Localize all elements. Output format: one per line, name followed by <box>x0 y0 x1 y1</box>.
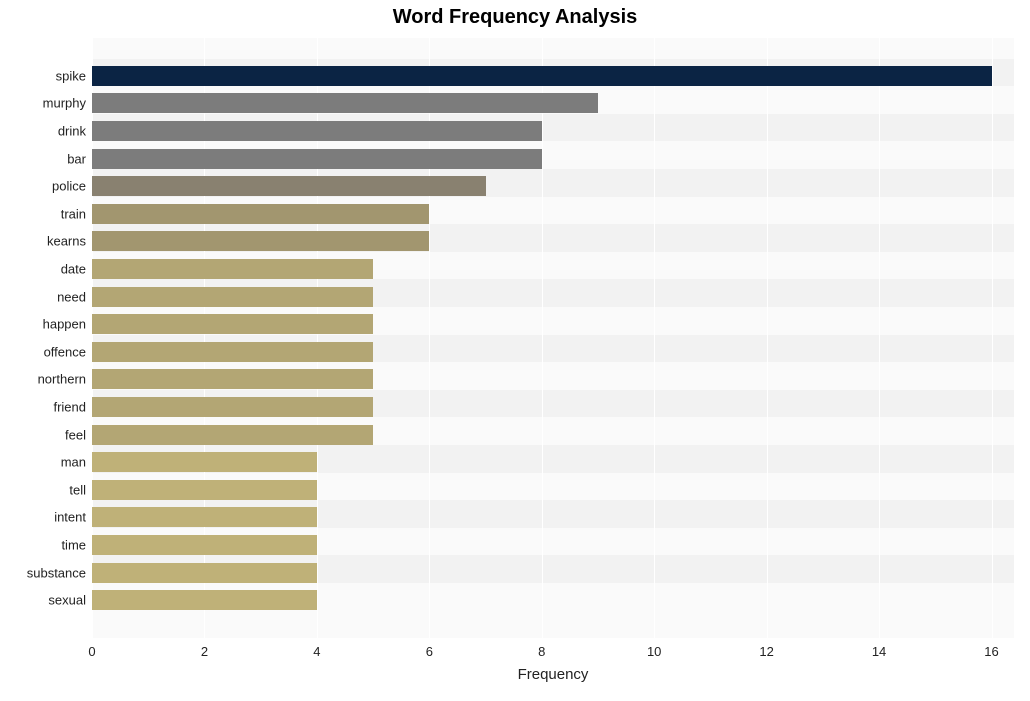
y-axis-label: happen <box>43 317 86 332</box>
bar-row <box>92 66 1014 86</box>
bar <box>92 369 373 389</box>
y-axis-label: man <box>61 455 86 470</box>
y-axis-label: train <box>61 206 86 221</box>
y-axis-label: kearns <box>47 234 86 249</box>
bar-row <box>92 204 1014 224</box>
bar-row <box>92 231 1014 251</box>
bar-row <box>92 93 1014 113</box>
y-axis-label: sexual <box>48 593 86 608</box>
y-axis-label: police <box>52 179 86 194</box>
bar <box>92 563 317 583</box>
chart-title: Word Frequency Analysis <box>0 6 1030 29</box>
x-axis-tick-label: 6 <box>426 644 433 659</box>
x-axis-tick-label: 2 <box>201 644 208 659</box>
x-axis-tick-label: 10 <box>647 644 661 659</box>
bar <box>92 342 373 362</box>
bar <box>92 452 317 472</box>
bar-row <box>92 121 1014 141</box>
y-axis-label: drink <box>58 124 86 139</box>
bar-row <box>92 342 1014 362</box>
bar-row <box>92 535 1014 555</box>
bar <box>92 93 598 113</box>
bar-row <box>92 149 1014 169</box>
bar-row <box>92 425 1014 445</box>
bar-row <box>92 507 1014 527</box>
y-axis-label: substance <box>27 565 86 580</box>
bar <box>92 204 429 224</box>
bar <box>92 287 373 307</box>
bar-row <box>92 397 1014 417</box>
bar-row <box>92 563 1014 583</box>
bar <box>92 231 429 251</box>
y-axis-label: tell <box>69 482 86 497</box>
bar-row <box>92 369 1014 389</box>
y-axis-label: intent <box>54 510 86 525</box>
bar-row <box>92 259 1014 279</box>
bar-row <box>92 590 1014 610</box>
bar <box>92 480 317 500</box>
bar-row <box>92 480 1014 500</box>
bar <box>92 66 992 86</box>
bar-row <box>92 287 1014 307</box>
bar <box>92 397 373 417</box>
x-axis-tick-label: 14 <box>872 644 886 659</box>
y-axis-label: friend <box>53 400 86 415</box>
bar <box>92 314 373 334</box>
x-axis-title: Frequency <box>92 666 1014 683</box>
y-axis-label: bar <box>67 151 86 166</box>
bar <box>92 590 317 610</box>
y-axis-label: feel <box>65 427 86 442</box>
bar <box>92 121 542 141</box>
x-axis-tick-label: 4 <box>313 644 320 659</box>
y-axis-label: date <box>61 262 86 277</box>
bar-row <box>92 314 1014 334</box>
bar-row <box>92 452 1014 472</box>
y-axis-label: need <box>57 289 86 304</box>
bar <box>92 507 317 527</box>
bar <box>92 149 542 169</box>
y-axis-label: murphy <box>43 96 86 111</box>
x-axis-tick-label: 16 <box>984 644 998 659</box>
plot-area <box>92 38 1014 638</box>
x-axis-tick-label: 0 <box>88 644 95 659</box>
x-axis-tick-label: 8 <box>538 644 545 659</box>
y-axis-label: time <box>61 538 86 553</box>
y-axis-label: spike <box>56 68 86 83</box>
bar <box>92 535 317 555</box>
bar-row <box>92 176 1014 196</box>
bar <box>92 176 486 196</box>
chart-container: Word Frequency Analysis Frequency spike m… <box>0 0 1030 701</box>
bar <box>92 259 373 279</box>
y-axis-label: northern <box>38 372 86 387</box>
bar <box>92 425 373 445</box>
x-axis-tick-label: 12 <box>759 644 773 659</box>
y-axis-label: offence <box>44 344 86 359</box>
